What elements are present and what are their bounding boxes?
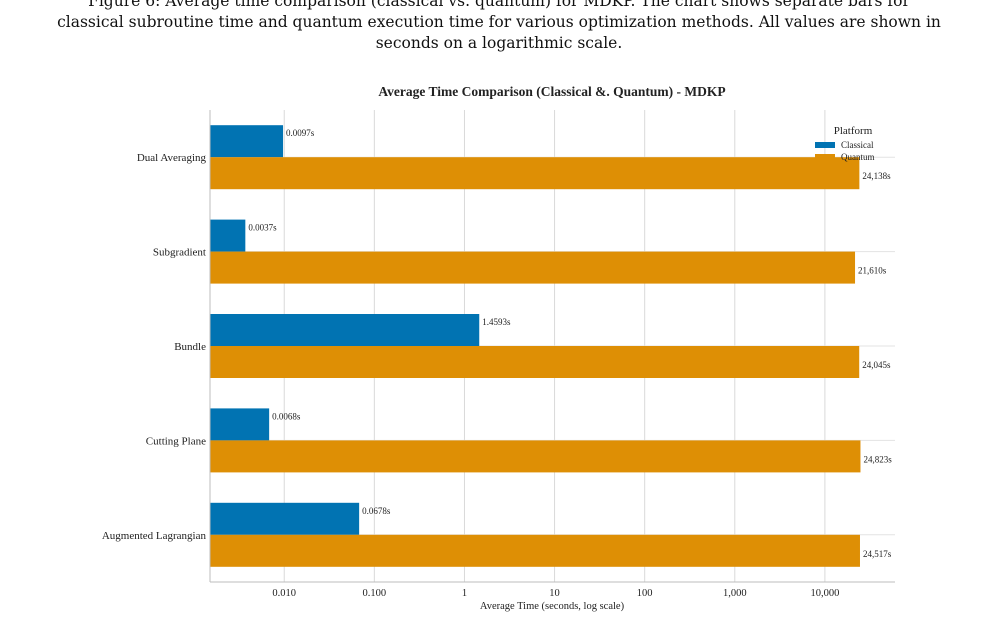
legend-label: Quantum	[841, 152, 875, 162]
data-label: 0.0678s	[362, 506, 391, 516]
y-tick-label: Cutting Plane	[146, 435, 206, 447]
classical-bar	[210, 125, 284, 158]
x-tick-label: 10	[549, 588, 560, 599]
x-tick-label: 0.100	[363, 588, 387, 599]
caption-line-3: seconds on a logarithmic scale.	[375, 34, 623, 52]
caption-line-1: Figure 6: Average time comparison (class…	[88, 0, 910, 10]
chart-title: Average Time Comparison (Classical &. Qu…	[378, 84, 725, 99]
axes-group: 0.010 0.100 1 10 100 1,000 10,000 Dual Averagin…	[102, 110, 895, 599]
legend-swatch	[815, 154, 835, 160]
y-tick-label: Dual Averaging	[137, 152, 207, 164]
x-tick-label: 1	[462, 588, 467, 599]
y-tick-label: Subgradient	[153, 247, 206, 259]
x-tick-label: 0.010	[272, 588, 296, 599]
classical-bar	[210, 502, 360, 535]
classical-bar	[210, 408, 270, 441]
x-tick-label: 10,000	[810, 588, 839, 599]
quantum-bar	[210, 440, 861, 473]
y-tick-label: Augmented Lagrangian	[102, 530, 207, 542]
data-label: 21,610s	[858, 266, 887, 276]
data-label: 24,045s	[862, 360, 891, 370]
y-tick-label: Bundle	[174, 341, 206, 353]
legend-swatch	[815, 142, 835, 148]
data-label: 24,823s	[863, 454, 892, 464]
bars-group: 0.0097s 24,138s 0.0037s 21,610s 1.4593s 24,04…	[210, 125, 892, 567]
caption-line-2: classical subroutine time and quantum ex…	[57, 13, 941, 31]
x-tick-label: 100	[637, 588, 653, 599]
classical-bar	[210, 219, 246, 252]
x-axis-label: Average Time (seconds, log scale)	[480, 601, 625, 612]
quantum-bar	[210, 157, 860, 190]
quantum-bar	[210, 251, 856, 284]
data-label: 0.0097s	[286, 128, 315, 138]
data-label: 1.4593s	[482, 317, 511, 327]
legend-title: Platform	[834, 125, 873, 137]
legend-label: Classical	[841, 140, 874, 150]
data-label: 0.0037s	[248, 223, 277, 233]
quantum-bar	[210, 346, 860, 378]
classical-bar	[210, 314, 480, 346]
legend: Platform Classical Quantum	[815, 125, 875, 162]
quantum-bar	[210, 534, 860, 567]
data-label: 24,517s	[863, 549, 892, 559]
x-tick-label: 1,000	[723, 588, 747, 599]
data-label: 24,138s	[862, 171, 891, 181]
data-label: 0.0068s	[272, 411, 301, 421]
